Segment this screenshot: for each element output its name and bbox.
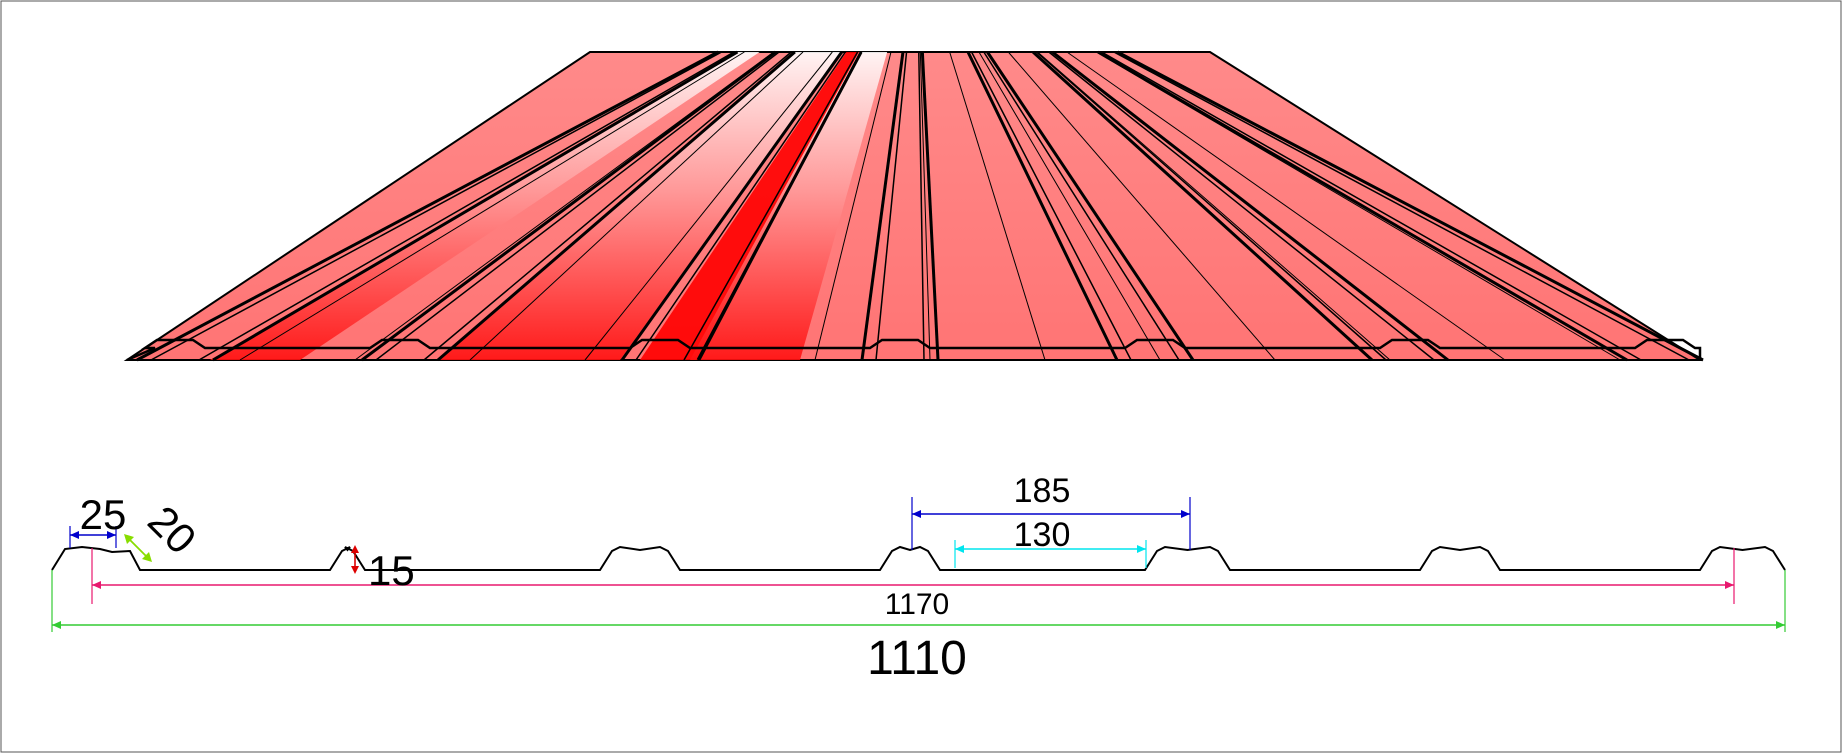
rib-line: [437, 50, 796, 362]
dim-total-arrow-right: [1776, 621, 1785, 629]
rib-line: [966, 51, 1119, 361]
shading-band: [640, 52, 862, 360]
sheet-line: [919, 51, 931, 361]
sheet-line: [1037, 51, 1391, 361]
sheet-line: [1066, 51, 1506, 361]
sheet-line: [814, 51, 892, 361]
dim-pitch-arrow-left: [912, 510, 921, 518]
shading-band: [210, 52, 760, 360]
rib-line: [983, 51, 1180, 361]
rib-line: [860, 51, 905, 361]
dim-slope-arrow-top: [124, 534, 134, 544]
dim-slope-arrow-bottom: [142, 552, 152, 562]
sheet-line: [354, 51, 774, 361]
rib-line: [361, 50, 777, 362]
dim-pan-arrow-left: [955, 545, 964, 553]
dim-pitch-arrow-right: [1181, 510, 1190, 518]
rib-line: [1097, 50, 1628, 362]
dim-rib-top-arrow-left: [70, 531, 79, 539]
sheet-line: [699, 51, 863, 361]
dim-pan-arrow-right: [1137, 545, 1146, 553]
dim-label-cover-width: 1170: [885, 588, 950, 621]
rib-line: [136, 50, 719, 362]
dimension-lines: [51, 497, 1786, 632]
rib-line: [375, 51, 780, 361]
rib-line: [212, 50, 739, 362]
shading-band: [440, 52, 842, 360]
dim-label-total-width: 1110: [867, 632, 967, 685]
rib-line: [696, 51, 863, 361]
rib-line: [1101, 51, 1642, 361]
rib-line: [1051, 50, 1449, 362]
rib-line: [423, 51, 792, 361]
dim-cover-arrow-right: [1725, 581, 1734, 589]
sheet-line: [949, 51, 1046, 361]
rib-line: [920, 51, 940, 361]
dim-label-pitch: 185: [1014, 472, 1071, 510]
rib-line: [150, 51, 723, 361]
dim-height-arrow-top: [351, 545, 359, 553]
dim-height-arrow-bottom: [351, 566, 359, 574]
sheet-front-edge: [126, 338, 1702, 362]
rib-line: [918, 51, 925, 361]
rib-line: [970, 51, 1132, 361]
rib-line: [1116, 50, 1704, 362]
rib-line: [1032, 50, 1374, 362]
dim-rib-top-arrow-right: [107, 531, 116, 539]
rib-line: [198, 51, 735, 361]
sheet-line: [1096, 51, 1621, 361]
dim-label-rib-top: 25: [80, 491, 127, 538]
rib-line: [875, 51, 908, 361]
dim-label-pan: 130: [1014, 516, 1071, 554]
perspective-roof-sheet: [123, 50, 1704, 362]
dim-label-rib-height: 15: [368, 547, 415, 594]
sheet-line: [239, 51, 745, 361]
sheet-line: [584, 51, 833, 361]
sheet-line: [469, 51, 804, 361]
sheet-cross-section-profile: [51, 545, 1786, 571]
sheet-surface: [123, 51, 1704, 361]
dim-cover-arrow-left: [92, 581, 101, 589]
rib-line: [683, 51, 859, 361]
rib-line: [1113, 51, 1690, 361]
rib-line: [620, 51, 843, 361]
rib-line: [986, 51, 1195, 361]
sheet-ribs: [136, 50, 1704, 362]
dim-total-arrow-left: [52, 621, 61, 629]
rib-line: [635, 51, 846, 361]
rib-line: [1036, 51, 1387, 361]
rib-line: [1048, 51, 1435, 361]
sheet-line: [978, 51, 1161, 361]
sheet-line: [1007, 51, 1276, 361]
